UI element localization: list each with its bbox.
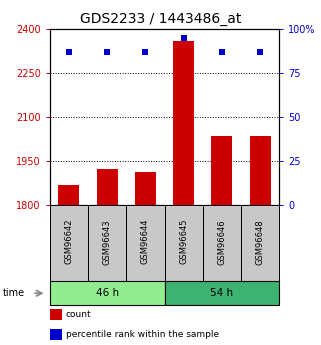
Text: time: time bbox=[3, 288, 25, 298]
Point bbox=[105, 49, 110, 55]
Text: GSM96643: GSM96643 bbox=[103, 219, 112, 265]
Text: GSM96642: GSM96642 bbox=[65, 219, 74, 265]
Point bbox=[219, 49, 224, 55]
Bar bbox=[173, 41, 194, 205]
Bar bbox=[97, 169, 118, 205]
Point bbox=[66, 49, 72, 55]
Bar bbox=[203, 205, 241, 281]
Text: GSM96646: GSM96646 bbox=[217, 219, 226, 265]
Text: count: count bbox=[66, 310, 91, 319]
Bar bbox=[164, 281, 279, 305]
Text: GSM96648: GSM96648 bbox=[256, 219, 265, 265]
Text: percentile rank within the sample: percentile rank within the sample bbox=[66, 330, 219, 339]
Text: GDS2233 / 1443486_at: GDS2233 / 1443486_at bbox=[80, 12, 241, 26]
Bar bbox=[50, 329, 62, 340]
Bar bbox=[250, 136, 271, 205]
Bar bbox=[50, 281, 164, 305]
Bar bbox=[164, 205, 203, 281]
Text: GSM96645: GSM96645 bbox=[179, 219, 188, 265]
Bar bbox=[58, 185, 79, 205]
Bar bbox=[241, 205, 279, 281]
Bar bbox=[50, 205, 88, 281]
Bar bbox=[50, 309, 62, 320]
Text: 46 h: 46 h bbox=[96, 288, 119, 298]
Bar bbox=[135, 171, 156, 205]
Point bbox=[181, 36, 186, 41]
Bar bbox=[211, 136, 232, 205]
Bar bbox=[126, 205, 164, 281]
Point bbox=[257, 49, 263, 55]
Text: GSM96644: GSM96644 bbox=[141, 219, 150, 265]
Text: 54 h: 54 h bbox=[210, 288, 233, 298]
Point bbox=[143, 49, 148, 55]
Bar bbox=[88, 205, 126, 281]
